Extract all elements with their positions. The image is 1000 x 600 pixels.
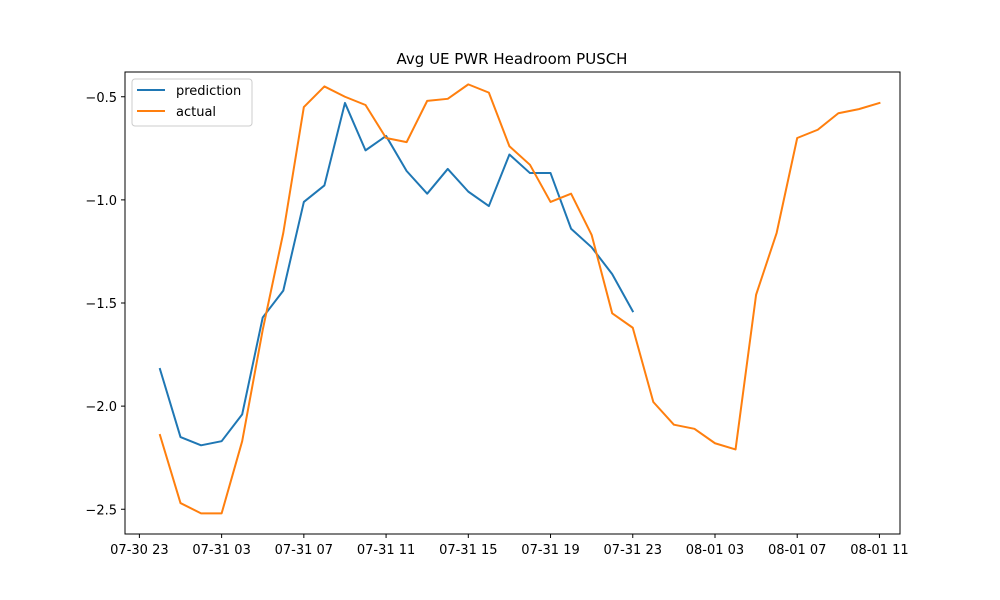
- x-tick-label: 07-31 11: [357, 543, 415, 558]
- plot-area: [125, 72, 900, 534]
- y-tick-label: −0.5: [85, 91, 117, 106]
- series-line-prediction: [158, 101, 635, 447]
- x-tick-label: 08-01 11: [850, 543, 908, 558]
- legend-label-actual: actual: [176, 105, 216, 120]
- x-tick-label: 07-31 23: [604, 543, 662, 558]
- y-tick-label: −2.0: [85, 400, 117, 415]
- x-tick-label: 07-31 19: [521, 543, 579, 558]
- x-tick-label: 07-30 23: [110, 543, 168, 558]
- series-line-actual: [158, 83, 881, 515]
- series-layer: [158, 83, 881, 515]
- x-tick-label: 07-31 07: [275, 543, 333, 558]
- x-tick-label: 07-31 03: [192, 543, 250, 558]
- x-tick-label: 07-31 15: [439, 543, 497, 558]
- x-tick-label: 08-01 07: [768, 543, 826, 558]
- x-axis: 07-30 23 07-31 03 07-31 07 07-31 11 07-31 15…: [110, 534, 909, 558]
- y-tick-label: −1.5: [85, 297, 117, 312]
- chart-title: Avg UE PWR Headroom PUSCH: [397, 50, 628, 68]
- x-tick-label: 08-01 03: [686, 543, 744, 558]
- y-tick-label: −2.5: [85, 503, 117, 518]
- y-axis: −2.5 −2.0 −1.5 −1.0 −0.5: [85, 91, 125, 518]
- legend: prediction actual: [131, 78, 253, 127]
- y-tick-label: −1.0: [85, 194, 117, 209]
- legend-label-prediction: prediction: [176, 84, 241, 99]
